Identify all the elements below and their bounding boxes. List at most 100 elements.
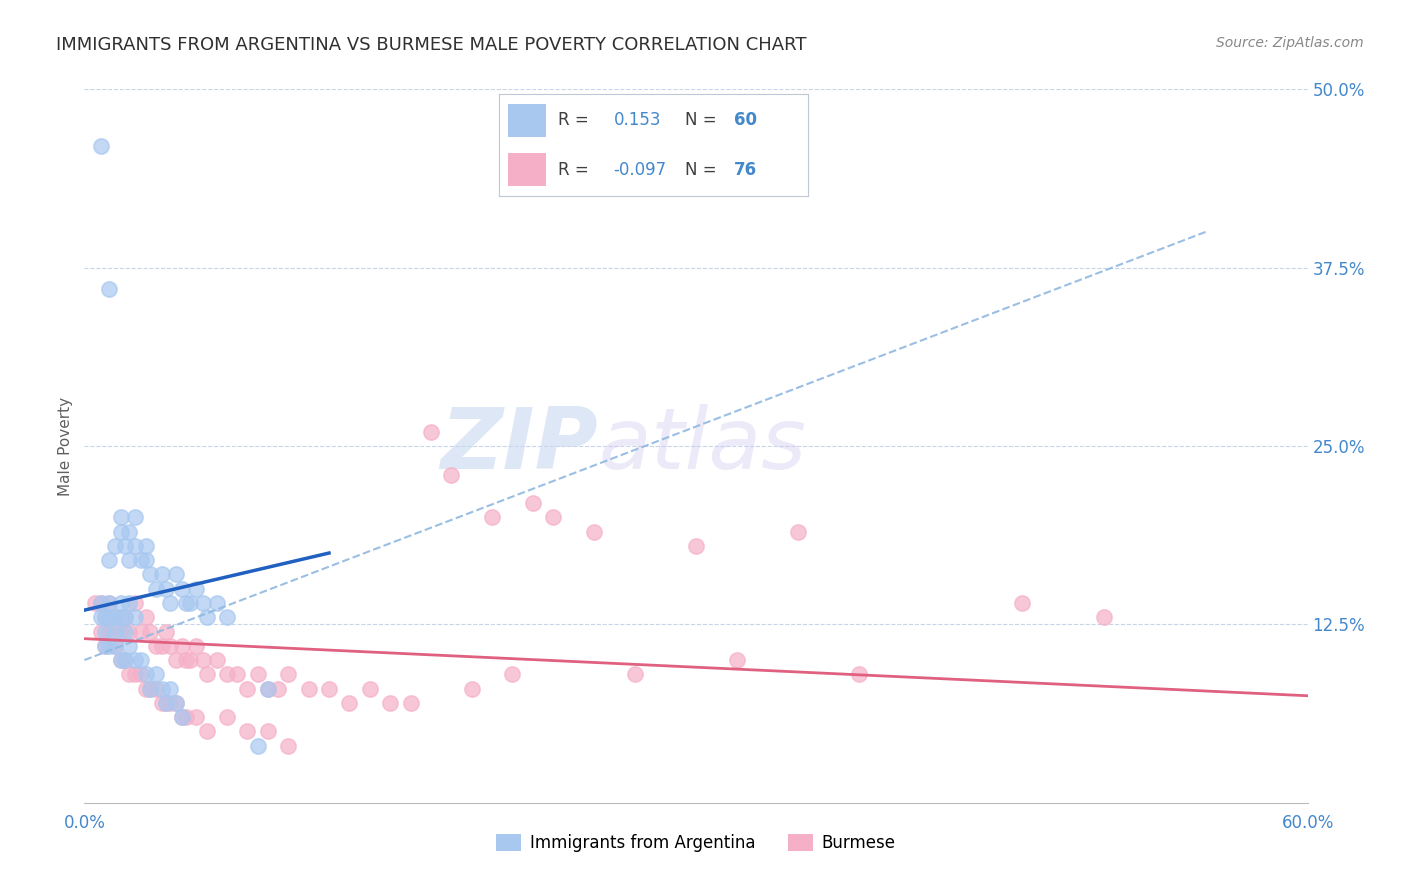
Text: R =: R = — [558, 112, 589, 129]
Point — [298, 681, 321, 696]
Point — [135, 539, 157, 553]
Point — [110, 653, 132, 667]
Point — [159, 596, 181, 610]
Point — [93, 624, 115, 639]
Point — [90, 596, 112, 610]
Point — [90, 596, 112, 610]
Point — [217, 610, 239, 624]
Point — [440, 467, 463, 482]
Point — [114, 653, 136, 667]
Point — [138, 624, 160, 639]
Point — [624, 667, 647, 681]
Point — [246, 739, 269, 753]
Point — [118, 667, 141, 681]
Text: 60: 60 — [734, 112, 758, 129]
Point — [93, 610, 115, 624]
Point — [90, 624, 112, 639]
Point — [205, 596, 228, 610]
FancyBboxPatch shape — [509, 153, 546, 186]
Text: Source: ZipAtlas.com: Source: ZipAtlas.com — [1216, 36, 1364, 50]
Point — [118, 624, 141, 639]
Point — [191, 596, 214, 610]
Point — [114, 610, 136, 624]
Point — [155, 696, 177, 710]
Point — [93, 639, 115, 653]
Point — [267, 681, 290, 696]
Point — [236, 681, 259, 696]
Point — [172, 639, 194, 653]
Point — [104, 639, 127, 653]
Point — [135, 553, 157, 567]
Point — [359, 681, 381, 696]
Point — [217, 710, 239, 724]
Point — [110, 510, 132, 524]
Point — [97, 639, 120, 653]
Point — [135, 681, 157, 696]
Point — [104, 539, 127, 553]
Point — [186, 639, 208, 653]
Point — [93, 610, 115, 624]
Point — [1011, 596, 1033, 610]
Point — [114, 610, 136, 624]
Point — [118, 524, 141, 539]
Point — [131, 624, 153, 639]
Point — [420, 425, 443, 439]
Point — [685, 539, 707, 553]
Point — [97, 282, 120, 296]
Point — [114, 653, 136, 667]
Point — [339, 696, 361, 710]
Point — [159, 681, 181, 696]
Text: 76: 76 — [734, 161, 758, 178]
Point — [191, 653, 214, 667]
Point — [725, 653, 748, 667]
Point — [174, 653, 197, 667]
Point — [165, 696, 187, 710]
Text: IMMIGRANTS FROM ARGENTINA VS BURMESE MALE POVERTY CORRELATION CHART: IMMIGRANTS FROM ARGENTINA VS BURMESE MAL… — [56, 36, 807, 54]
Point — [205, 653, 228, 667]
Point — [174, 710, 197, 724]
Point — [150, 681, 173, 696]
Text: atlas: atlas — [598, 404, 806, 488]
Point — [110, 653, 132, 667]
Point — [145, 582, 167, 596]
Point — [104, 624, 127, 639]
Point — [145, 667, 167, 681]
Point — [502, 667, 524, 681]
Point — [104, 639, 127, 653]
Text: ZIP: ZIP — [440, 404, 598, 488]
Point — [145, 639, 167, 653]
FancyBboxPatch shape — [509, 104, 546, 136]
Point — [138, 681, 160, 696]
Point — [90, 610, 112, 624]
Text: -0.097: -0.097 — [613, 161, 666, 178]
Point — [124, 610, 146, 624]
Point — [145, 681, 167, 696]
Point — [522, 496, 544, 510]
Point — [277, 667, 299, 681]
Point — [150, 567, 173, 582]
Point — [124, 510, 146, 524]
Point — [135, 667, 157, 681]
Point — [97, 610, 120, 624]
Point — [83, 596, 105, 610]
Point — [179, 596, 201, 610]
Point — [110, 624, 132, 639]
Point — [236, 724, 259, 739]
Point — [318, 681, 340, 696]
Point — [174, 596, 197, 610]
Point — [97, 553, 120, 567]
Point — [165, 567, 187, 582]
Point — [277, 739, 299, 753]
Point — [195, 610, 218, 624]
Point — [257, 681, 280, 696]
Point — [159, 639, 181, 653]
Point — [118, 553, 141, 567]
Point — [138, 681, 160, 696]
Point — [195, 724, 218, 739]
Point — [135, 610, 157, 624]
Point — [155, 582, 177, 596]
Point — [93, 639, 115, 653]
Point — [104, 610, 127, 624]
Point — [110, 610, 132, 624]
Point — [155, 624, 177, 639]
